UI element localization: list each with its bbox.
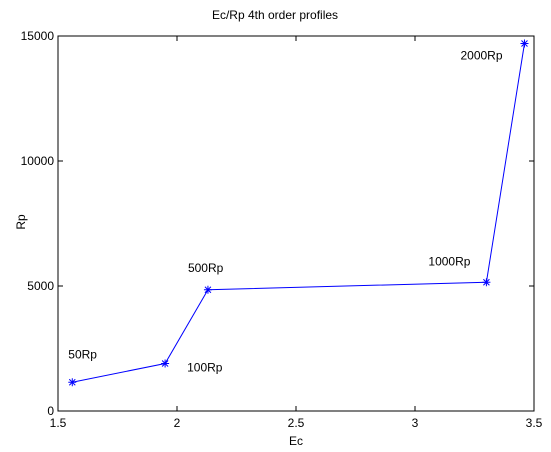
x-tick-label: 2.5 <box>288 416 305 430</box>
data-point-marker <box>203 285 212 294</box>
series-markers <box>68 39 529 387</box>
y-tick-label: 0 <box>47 404 54 418</box>
plot-area <box>57 35 535 412</box>
point-annotation: 2000Rp <box>460 49 502 63</box>
point-annotation: 500Rp <box>188 261 224 275</box>
y-axis-ticks: 0 5000 10000 15000 <box>21 29 534 418</box>
data-point-marker <box>482 278 491 287</box>
x-tick-label: 1.5 <box>50 416 67 430</box>
x-tick-label: 2 <box>174 416 181 430</box>
point-annotation: 1000Rp <box>428 254 470 268</box>
chart-title: Ec/Rp 4th order profiles <box>212 8 338 22</box>
y-tick-label: 15000 <box>21 29 55 43</box>
data-point-marker <box>520 39 529 48</box>
data-point-marker <box>68 378 77 387</box>
y-tick-label: 10000 <box>21 154 55 168</box>
y-tick-label: 5000 <box>27 279 54 293</box>
x-tick-label: 3 <box>412 416 419 430</box>
point-annotation: 100Rp <box>187 361 223 375</box>
point-annotations: 50Rp 100Rp 500Rp 1000Rp 2000Rp <box>68 49 503 375</box>
y-axis-label: Rp <box>14 214 28 230</box>
x-axis-ticks: 1.5 2 2.5 3 3.5 <box>50 36 543 430</box>
x-tick-label: 3.5 <box>526 416 543 430</box>
point-annotation: 50Rp <box>68 347 97 361</box>
x-axis-label: Ec <box>289 434 303 448</box>
data-point-marker <box>161 359 170 368</box>
